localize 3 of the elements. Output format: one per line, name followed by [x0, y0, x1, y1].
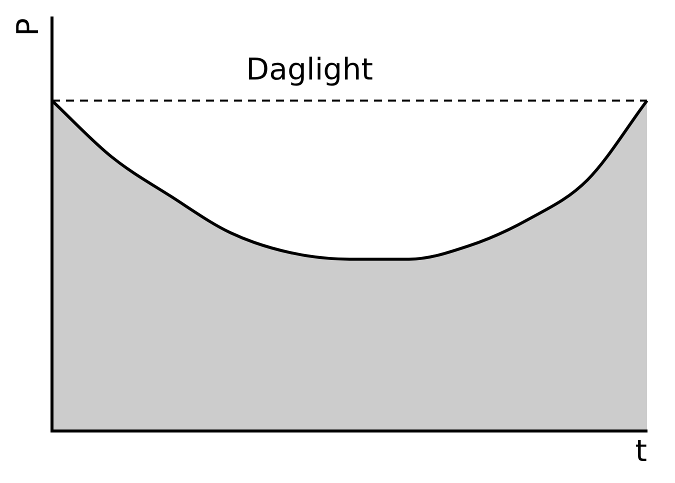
y-axis-title: P	[10, 18, 46, 36]
ref-line-label: Daglight	[246, 52, 374, 88]
x-axis-title: t	[635, 434, 648, 469]
